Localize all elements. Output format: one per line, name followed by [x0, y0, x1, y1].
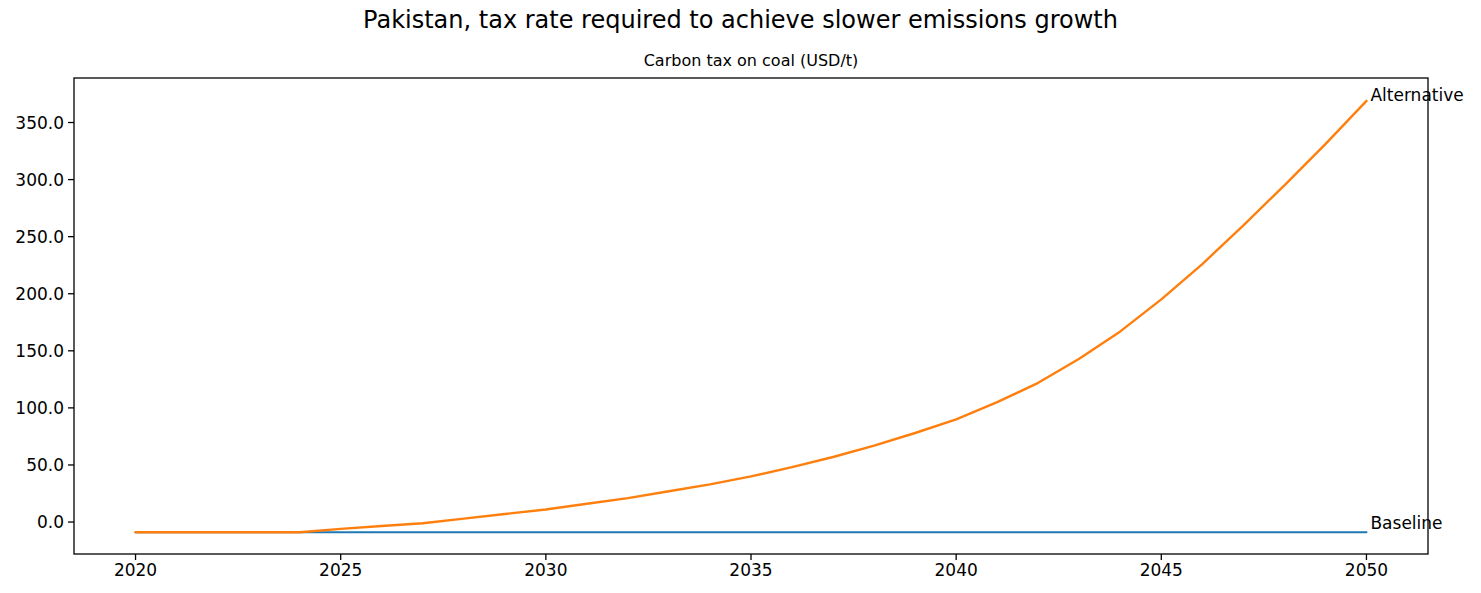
- axes-spines: [74, 78, 1428, 554]
- x-tick-label: 2045: [1140, 560, 1183, 580]
- x-tick-label: 2040: [935, 560, 978, 580]
- y-tick-label: 250.0: [15, 227, 64, 247]
- x-tick-label: 2050: [1345, 560, 1388, 580]
- annotation-alternative: Alternative: [1370, 85, 1463, 105]
- x-tick-label: 2030: [524, 560, 567, 580]
- y-tick-label: 350.0: [15, 113, 64, 133]
- x-tick-label: 2020: [114, 560, 157, 580]
- y-tick-label: 300.0: [15, 170, 64, 190]
- y-tick-label: 50.0: [26, 455, 64, 475]
- y-tick-label: 100.0: [15, 398, 64, 418]
- plot-area: 2020 2025 2030 2035 2040 2045 2050 0.0 50.0 100.0…: [0, 0, 1481, 593]
- x-tick-label: 2035: [729, 560, 772, 580]
- chart-figure: Pakistan, tax rate required to achieve s…: [0, 0, 1481, 593]
- y-tick-label: 200.0: [15, 284, 64, 304]
- series-line-alternative: [136, 101, 1367, 533]
- annotation-baseline: Baseline: [1370, 513, 1442, 533]
- y-tick-label: 150.0: [15, 341, 64, 361]
- x-tick-label: 2025: [319, 560, 362, 580]
- y-tick-label: 0.0: [37, 512, 64, 532]
